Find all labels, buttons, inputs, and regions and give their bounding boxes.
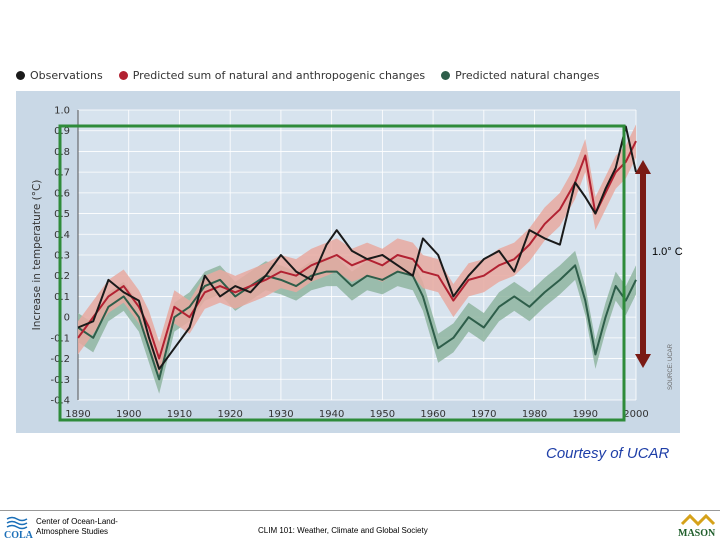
y-tick-label: 0.9	[54, 126, 70, 137]
legend-item-predicted-sum: Predicted sum of natural and anthropogen…	[118, 68, 426, 82]
cola-logo-icon: COLA	[4, 516, 34, 539]
cola-logo-text: COLA	[4, 530, 34, 539]
footer-divider	[0, 510, 720, 511]
x-tick-label: 1950	[370, 409, 395, 420]
y-axis-title: Increase in temperature (°C)	[31, 180, 43, 331]
x-tick-label: 2000	[623, 409, 648, 420]
organization-name-line1: Center of Ocean-Land-	[36, 517, 118, 526]
y-tick-label: 0.4	[54, 230, 70, 241]
organization-name: Center of Ocean-Land- Atmosphere Studies	[36, 517, 118, 537]
y-tick-label: 0.5	[54, 209, 70, 220]
y-tick-label: 0.3	[54, 251, 70, 262]
legend-label-observations: Observations	[30, 68, 103, 82]
highlight-box	[58, 124, 626, 422]
chart-legend: Observations Predicted sum of natural an…	[16, 66, 615, 84]
x-tick-label: 1910	[167, 409, 192, 420]
series-line-predicted-natural	[77, 264, 637, 381]
mason-logo-icon: MASON	[678, 513, 716, 539]
y-tick-label: 1.0	[54, 106, 70, 117]
y-tick-label: 0.1	[54, 292, 70, 303]
temperature-rise-label: 1.0° C	[652, 246, 683, 258]
x-tick-label: 1940	[319, 409, 344, 420]
legend-marker-predicted-sum	[118, 70, 128, 80]
legend-marker-predicted-natural	[441, 70, 451, 80]
y-tick-label: 0.7	[54, 168, 70, 179]
x-tick-label: 1990	[573, 409, 598, 420]
source-credit: SOURCE: UCAR	[668, 343, 674, 390]
x-tick-label: 1920	[217, 409, 242, 420]
series-line-observations	[77, 125, 637, 370]
x-tick-label: 1890	[65, 409, 90, 420]
legend-label-predicted-natural: Predicted natural changes	[455, 68, 600, 82]
x-tick-label: 1960	[420, 409, 445, 420]
x-tick-label: 1900	[116, 409, 141, 420]
legend-marker-observations	[16, 70, 25, 80]
x-tick-label: 1930	[268, 409, 293, 420]
x-tick-label: 1980	[522, 409, 547, 420]
legend-item-predicted-natural: Predicted natural changes	[441, 69, 599, 82]
course-title: CLIM 101: Weather, Climate and Global So…	[258, 526, 428, 535]
band-predicted-sum	[78, 124, 636, 376]
y-tick-label: 0.8	[54, 147, 70, 158]
mason-logo-text: MASON	[678, 528, 716, 539]
legend-item-observations: Observations	[16, 69, 103, 82]
y-tick-label: 0.6	[54, 188, 70, 199]
arrow-head-down	[635, 354, 651, 368]
legend-label-predicted-sum: Predicted sum of natural and anthropogen…	[132, 68, 426, 82]
y-tick-label: 0.2	[54, 271, 70, 282]
arrow-head-up	[635, 160, 651, 174]
y-tick-label: 0	[64, 313, 70, 324]
x-tick-label: 1970	[471, 409, 496, 420]
courtesy-caption: Courtesy of UCAR	[546, 445, 670, 462]
organization-name-line2: Atmosphere Studies	[36, 527, 109, 536]
